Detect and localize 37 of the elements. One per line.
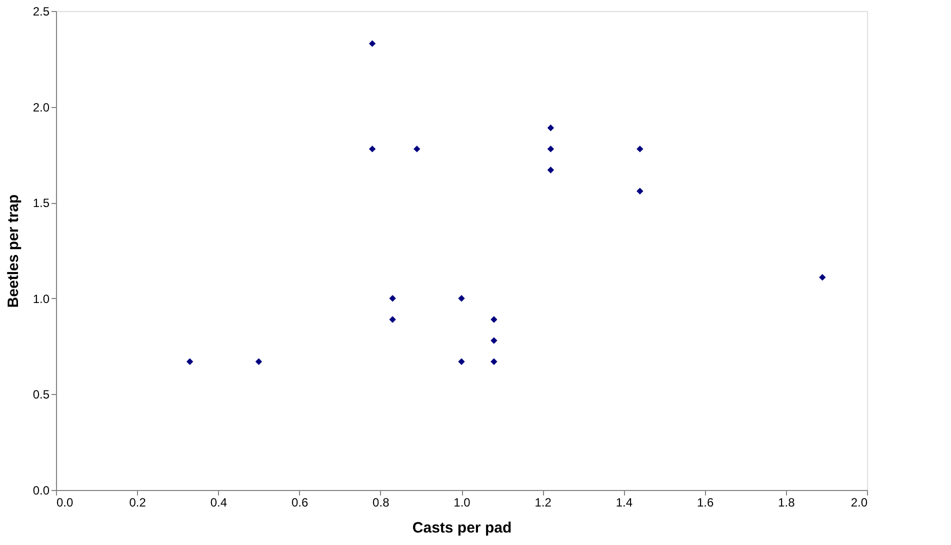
point <box>490 316 498 323</box>
y-tick-label: 2.0 <box>32 100 50 114</box>
point <box>819 274 826 281</box>
point <box>636 188 644 194</box>
x-tick-label: 1.6 <box>696 496 714 510</box>
y-tick-label: 0.5 <box>32 388 50 402</box>
point <box>389 316 396 323</box>
point <box>414 146 420 152</box>
x-tick-label: 0.8 <box>372 496 390 510</box>
point <box>490 337 498 344</box>
y-tick-label: 1.5 <box>32 196 50 210</box>
point <box>547 124 554 132</box>
x-tick-label: 0.4 <box>210 496 228 510</box>
y-tick-label: 1.0 <box>32 292 50 306</box>
x-tick-label: 1.2 <box>534 496 552 510</box>
point <box>186 358 194 365</box>
point <box>547 146 554 152</box>
y-tick-label: 2.5 <box>32 4 50 18</box>
point <box>490 358 498 365</box>
point <box>255 358 262 365</box>
x-tick-label: 0.0 <box>56 496 74 510</box>
x-tick-label: 1.0 <box>454 496 471 510</box>
x-tick-label: 0.2 <box>129 496 146 510</box>
point <box>458 295 465 302</box>
x-tick-label: 1.4 <box>616 496 633 510</box>
point <box>389 295 396 302</box>
point <box>368 146 376 152</box>
x-tick-label: 1.8 <box>778 496 796 510</box>
x-tick-label: 0.6 <box>291 496 308 510</box>
point <box>458 358 465 365</box>
y-axis-title: Beetles per trap <box>4 194 22 308</box>
point <box>368 40 376 47</box>
point <box>547 166 554 174</box>
x-tick-label: 2.0 <box>850 496 868 510</box>
point <box>636 146 644 152</box>
x-axis-title: Casts per pad <box>412 520 512 536</box>
y-tick-label: 0.0 <box>32 484 50 498</box>
